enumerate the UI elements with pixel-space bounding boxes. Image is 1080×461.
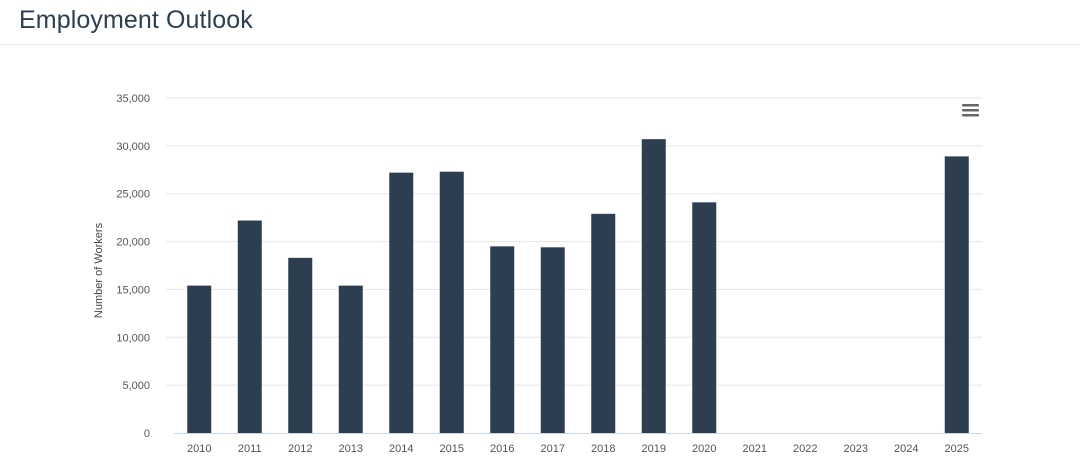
x-axis-ticks: 2010 2011 2012 2013 2014 2015 2016 2017 2018 2019… xyxy=(187,443,969,455)
x-tick-label: 2019 xyxy=(642,443,666,455)
x-tick-label: 2014 xyxy=(389,443,413,455)
x-tick-label: 2016 xyxy=(490,443,514,455)
bar-2019[interactable] xyxy=(641,139,666,433)
x-tick-label: 2010 xyxy=(187,443,211,455)
chart-svg: 0 5,000 10,000 15,000 20,000 25,000 30,000 35,0… xyxy=(93,93,982,455)
x-tick-label: 2025 xyxy=(945,443,969,455)
bar-2025[interactable] xyxy=(944,156,969,433)
bar-2016[interactable] xyxy=(490,246,515,433)
y-tick-label: 25,000 xyxy=(116,189,150,201)
bar-2011[interactable] xyxy=(237,220,262,433)
bar-2018[interactable] xyxy=(591,213,616,433)
y-tick-label: 35,000 xyxy=(116,93,150,105)
y-tick-label: 5,000 xyxy=(122,380,150,392)
y-tick-label: 20,000 xyxy=(116,237,150,249)
bar-2012[interactable] xyxy=(288,257,313,433)
x-tick-label: 2013 xyxy=(339,443,363,455)
x-tick-label: 2012 xyxy=(288,443,312,455)
y-tick-label: 30,000 xyxy=(116,141,150,153)
x-tick-label: 2015 xyxy=(440,443,464,455)
x-tick-label: 2020 xyxy=(692,443,716,455)
bar-2010[interactable] xyxy=(187,285,212,433)
hamburger-menu-icon[interactable] xyxy=(958,100,982,122)
y-tick-label: 10,000 xyxy=(116,332,150,344)
bar-2020[interactable] xyxy=(692,202,717,433)
x-tick-label: 2022 xyxy=(793,443,817,455)
x-tick-label: 2011 xyxy=(238,443,262,455)
bar-2014[interactable] xyxy=(389,172,414,433)
page-title: Employment Outlook xyxy=(19,6,253,34)
bar-2017[interactable] xyxy=(540,247,565,433)
page-header: Employment Outlook xyxy=(0,0,1080,45)
y-axis-title: Number of Workers xyxy=(93,222,105,318)
y-tick-label: 15,000 xyxy=(116,284,150,296)
x-tick-label: 2021 xyxy=(743,443,767,455)
bar-2013[interactable] xyxy=(338,285,363,433)
x-tick-label: 2018 xyxy=(591,443,615,455)
employment-chart: 0 5,000 10,000 15,000 20,000 25,000 30,000 35,0… xyxy=(0,45,1080,461)
y-axis-ticks: 0 5,000 10,000 15,000 20,000 25,000 30,000 35,0… xyxy=(116,93,150,440)
x-tick-label: 2023 xyxy=(844,443,868,455)
chart-bars xyxy=(187,139,969,433)
y-tick-label: 0 xyxy=(144,428,150,440)
x-tick-label: 2017 xyxy=(541,443,565,455)
x-tick-label: 2024 xyxy=(894,443,918,455)
bar-2015[interactable] xyxy=(439,171,464,433)
